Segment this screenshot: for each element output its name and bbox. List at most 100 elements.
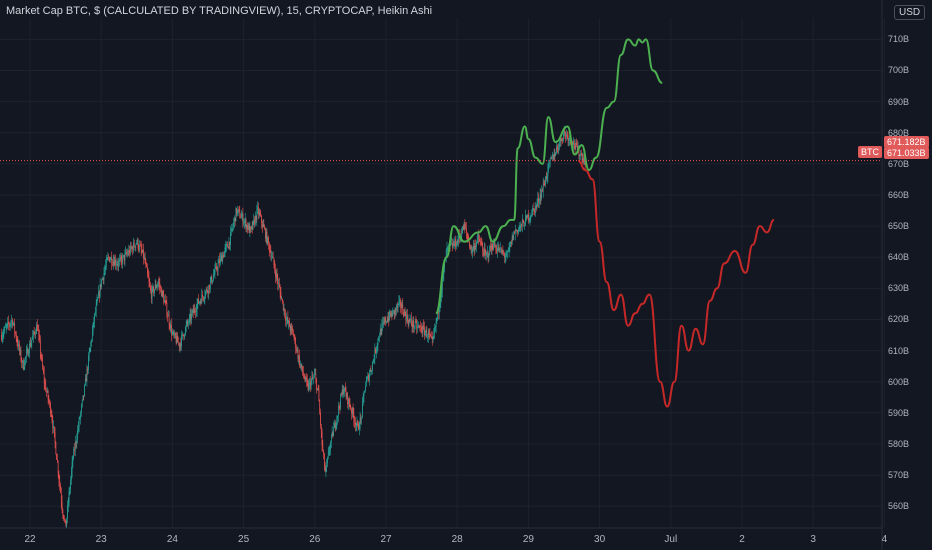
candle-body bbox=[551, 158, 553, 159]
candle-body bbox=[28, 353, 30, 356]
candle-body bbox=[158, 282, 160, 284]
candle-body bbox=[382, 323, 383, 325]
candle-body bbox=[556, 147, 557, 154]
candle-body bbox=[64, 519, 66, 521]
candle-body bbox=[202, 296, 204, 299]
candle-body bbox=[190, 313, 192, 320]
candle-body bbox=[163, 295, 165, 303]
candle-body bbox=[542, 183, 544, 192]
candle-body bbox=[47, 390, 49, 400]
candle-body bbox=[431, 336, 432, 338]
candle-body bbox=[185, 327, 186, 335]
candle-body bbox=[38, 330, 40, 335]
candle-body bbox=[164, 300, 166, 301]
candle-body bbox=[422, 325, 424, 333]
candle-body bbox=[483, 251, 484, 256]
candle-body bbox=[1, 335, 2, 341]
candle-body bbox=[92, 322, 94, 331]
candle-body bbox=[35, 333, 37, 335]
candle-body bbox=[518, 228, 519, 233]
candle-body bbox=[528, 219, 530, 221]
candle-body bbox=[202, 294, 203, 297]
candle-body bbox=[480, 241, 481, 243]
candle-body bbox=[504, 256, 506, 258]
candle-body bbox=[187, 321, 189, 323]
candle-body bbox=[294, 337, 296, 339]
candle-body bbox=[247, 224, 249, 230]
candle-body bbox=[175, 333, 176, 338]
candle-body bbox=[77, 429, 78, 440]
candle-body bbox=[274, 265, 276, 271]
candle-body bbox=[179, 343, 181, 347]
candle-body bbox=[348, 398, 349, 405]
candle-body bbox=[21, 360, 23, 363]
candle-body bbox=[140, 245, 142, 251]
candle-body bbox=[360, 418, 362, 419]
candle-body bbox=[405, 314, 407, 321]
candle-body bbox=[458, 234, 459, 242]
candle-body bbox=[326, 463, 328, 469]
candle-body bbox=[149, 281, 151, 287]
candle-body bbox=[331, 435, 332, 443]
candle-body bbox=[404, 310, 406, 315]
candle-body bbox=[536, 202, 538, 206]
candle-body bbox=[280, 292, 282, 300]
candle-body bbox=[258, 212, 260, 214]
candle-body bbox=[520, 223, 522, 227]
candle-body bbox=[477, 236, 479, 237]
candle-body bbox=[74, 449, 75, 451]
candle-body bbox=[573, 140, 575, 147]
candle-body bbox=[337, 415, 338, 419]
candle-body bbox=[451, 243, 452, 245]
candle-body bbox=[19, 343, 20, 351]
y-tick-label: 700B bbox=[888, 65, 910, 76]
candle-body bbox=[488, 255, 490, 258]
candle-body bbox=[50, 402, 51, 414]
candle-body bbox=[88, 356, 89, 370]
candle-body bbox=[29, 343, 30, 354]
candle-body bbox=[500, 247, 501, 249]
candle-body bbox=[12, 319, 13, 325]
candle-body bbox=[57, 459, 58, 462]
candle-body bbox=[444, 261, 446, 269]
candle-body bbox=[268, 237, 269, 244]
candle-body bbox=[495, 246, 497, 251]
candle-body bbox=[482, 246, 484, 252]
candle-body bbox=[150, 290, 152, 299]
candle-body bbox=[388, 317, 390, 321]
candle-body bbox=[33, 331, 35, 333]
candle-body bbox=[229, 241, 231, 246]
currency-button[interactable]: USD bbox=[894, 5, 926, 20]
candle-body bbox=[295, 338, 297, 349]
candle-body bbox=[386, 321, 388, 322]
candle-body bbox=[583, 158, 584, 164]
candle-body bbox=[539, 194, 541, 202]
candle-body bbox=[26, 349, 28, 352]
candle-body bbox=[310, 380, 312, 388]
candle-body bbox=[23, 366, 25, 370]
candle-body bbox=[53, 426, 54, 429]
candle-body bbox=[269, 250, 271, 252]
candle-body bbox=[64, 519, 65, 520]
candle-body bbox=[434, 326, 436, 328]
candle-body bbox=[75, 442, 77, 444]
candle-body bbox=[216, 265, 217, 270]
candle-body bbox=[386, 321, 387, 323]
candle-body bbox=[93, 321, 95, 323]
candle-body bbox=[470, 247, 472, 249]
candle-body bbox=[443, 268, 445, 275]
candle-body bbox=[31, 339, 33, 343]
candle-body bbox=[265, 228, 266, 239]
y-tick-label: 670B bbox=[888, 158, 910, 169]
candle-body bbox=[150, 286, 151, 291]
candle-body bbox=[46, 391, 47, 392]
candle-body bbox=[302, 366, 303, 373]
candle-body bbox=[52, 420, 54, 429]
candle-body bbox=[208, 285, 210, 294]
x-tick-label: 4 bbox=[881, 534, 888, 545]
candle-body bbox=[272, 256, 274, 259]
candle-body bbox=[576, 142, 577, 145]
candle-body bbox=[441, 290, 442, 298]
candle-body bbox=[125, 251, 127, 254]
